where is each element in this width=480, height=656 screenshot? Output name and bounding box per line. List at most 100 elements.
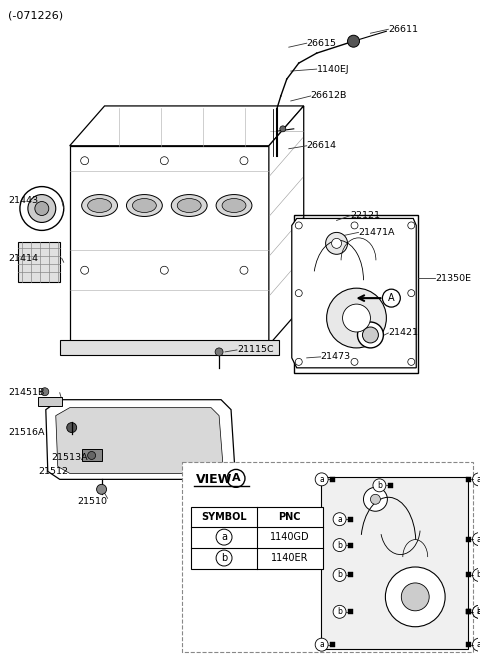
- Ellipse shape: [171, 195, 207, 216]
- Circle shape: [348, 35, 360, 47]
- Text: b: b: [337, 541, 342, 550]
- Text: a: a: [337, 515, 342, 523]
- Circle shape: [280, 126, 286, 132]
- Circle shape: [358, 322, 384, 348]
- Text: b: b: [337, 571, 342, 579]
- Circle shape: [295, 222, 302, 229]
- Circle shape: [96, 484, 107, 495]
- Circle shape: [343, 304, 371, 332]
- Circle shape: [472, 605, 480, 619]
- Ellipse shape: [216, 195, 252, 216]
- Polygon shape: [56, 407, 223, 474]
- Circle shape: [160, 157, 168, 165]
- Circle shape: [371, 495, 381, 504]
- Text: 1140EJ: 1140EJ: [317, 64, 349, 73]
- Bar: [466, 642, 470, 647]
- Ellipse shape: [82, 195, 118, 216]
- Bar: [466, 609, 470, 614]
- Text: A: A: [388, 293, 395, 303]
- Circle shape: [67, 422, 77, 432]
- Polygon shape: [292, 218, 416, 368]
- Circle shape: [408, 222, 415, 229]
- Circle shape: [333, 513, 346, 525]
- Text: 21512: 21512: [38, 467, 68, 476]
- Ellipse shape: [126, 195, 162, 216]
- Circle shape: [240, 157, 248, 165]
- Ellipse shape: [88, 199, 111, 213]
- Bar: [466, 477, 470, 482]
- Circle shape: [28, 195, 56, 222]
- Text: VIEW: VIEW: [196, 473, 232, 486]
- Bar: [191, 507, 323, 569]
- Circle shape: [408, 290, 415, 297]
- Text: b: b: [221, 553, 227, 563]
- Polygon shape: [60, 340, 279, 355]
- Text: 22121: 22121: [350, 211, 381, 220]
- Bar: [348, 543, 353, 548]
- Circle shape: [315, 638, 328, 651]
- Text: SYMBOL: SYMBOL: [201, 512, 247, 522]
- Circle shape: [325, 232, 348, 255]
- Circle shape: [351, 222, 358, 229]
- Circle shape: [351, 358, 358, 365]
- Bar: [330, 642, 335, 647]
- Circle shape: [472, 569, 480, 581]
- Circle shape: [315, 473, 328, 486]
- Text: 21510: 21510: [78, 497, 108, 506]
- Polygon shape: [70, 146, 269, 345]
- Circle shape: [35, 201, 49, 215]
- Bar: [466, 573, 470, 577]
- Text: 26612B: 26612B: [311, 91, 347, 100]
- Circle shape: [472, 473, 480, 486]
- Circle shape: [362, 327, 378, 343]
- Polygon shape: [82, 449, 102, 461]
- Text: b: b: [477, 607, 480, 616]
- Bar: [348, 573, 353, 577]
- Text: A: A: [232, 474, 240, 483]
- Polygon shape: [18, 242, 60, 282]
- Text: a: a: [319, 475, 324, 484]
- Bar: [348, 609, 353, 614]
- Text: 21473: 21473: [321, 352, 351, 361]
- Circle shape: [333, 605, 346, 619]
- Bar: [466, 537, 470, 542]
- Circle shape: [41, 388, 49, 396]
- Text: b: b: [377, 481, 382, 490]
- Circle shape: [472, 638, 480, 651]
- Text: a: a: [319, 640, 324, 649]
- Text: a: a: [221, 532, 227, 542]
- Circle shape: [81, 157, 89, 165]
- Text: 21451B: 21451B: [8, 388, 44, 398]
- Text: a: a: [477, 640, 480, 649]
- Bar: [466, 609, 470, 614]
- Circle shape: [326, 288, 386, 348]
- Polygon shape: [321, 478, 468, 649]
- Text: 21471A: 21471A: [359, 228, 395, 237]
- Circle shape: [383, 289, 400, 307]
- Circle shape: [401, 583, 429, 611]
- Circle shape: [88, 451, 96, 459]
- Bar: [348, 517, 353, 522]
- Text: 21513A: 21513A: [52, 453, 88, 462]
- Text: 21414: 21414: [8, 254, 38, 263]
- Text: a: a: [477, 535, 480, 544]
- Bar: [182, 462, 473, 651]
- Text: a: a: [477, 607, 480, 616]
- Circle shape: [240, 266, 248, 274]
- Text: a: a: [477, 475, 480, 484]
- Circle shape: [160, 266, 168, 274]
- Text: 21115C: 21115C: [237, 346, 274, 354]
- Text: 26611: 26611: [388, 25, 419, 33]
- Circle shape: [472, 533, 480, 546]
- Circle shape: [408, 358, 415, 365]
- Text: PNC: PNC: [278, 512, 301, 522]
- Text: 21421: 21421: [388, 329, 419, 337]
- Text: 21516A: 21516A: [8, 428, 45, 437]
- Text: 1140ER: 1140ER: [271, 553, 309, 563]
- Ellipse shape: [177, 199, 201, 213]
- Circle shape: [472, 605, 480, 619]
- Circle shape: [295, 358, 302, 365]
- Circle shape: [20, 186, 64, 230]
- Text: 1140GD: 1140GD: [270, 532, 310, 542]
- Text: b: b: [337, 607, 342, 616]
